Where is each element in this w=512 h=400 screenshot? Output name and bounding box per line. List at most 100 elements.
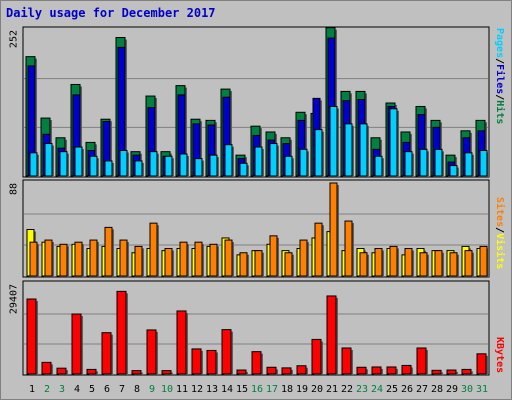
legend-item-: /	[495, 94, 506, 100]
legend-item-sites: Sites	[495, 197, 507, 227]
kbytes-bar-day-31	[476, 353, 487, 375]
x-tick-day-5: 5	[89, 384, 95, 395]
pages-bar-day-16	[254, 146, 263, 177]
kbytes-bar-day-21	[326, 295, 337, 375]
legend-item-pages: Pages	[495, 28, 506, 58]
sites-bar-day-30	[464, 250, 473, 277]
kbytes-bar-day-26	[401, 364, 412, 375]
pages-bar-day-18	[284, 155, 293, 177]
pages-bar-day-5	[89, 155, 98, 177]
pages-bar-day-25	[389, 108, 398, 177]
sites-bar-day-9	[149, 222, 158, 277]
kbytes-bar-day-27	[416, 347, 427, 375]
x-tick-day-9: 9	[149, 384, 155, 395]
sites-bar-day-3	[59, 243, 68, 277]
sites-bar-day-22	[344, 220, 353, 277]
x-tick-day-20: 20	[311, 384, 323, 395]
sites-bar-day-23	[359, 252, 368, 277]
sites-bar-day-18	[284, 252, 293, 277]
kbytes-bar-day-13	[206, 349, 217, 375]
pages-bar-day-31	[479, 150, 488, 177]
x-tick-day-15: 15	[236, 384, 248, 395]
legend-item-: /	[495, 227, 506, 233]
x-tick-day-23: 23	[356, 384, 368, 395]
kbytes-bar-day-18	[281, 367, 292, 375]
sites-bar-day-14	[224, 239, 233, 277]
pages-bar-day-27	[419, 148, 428, 177]
sites-bar-day-17	[269, 235, 278, 277]
x-tick-day-8: 8	[134, 384, 140, 395]
sites-bar-day-13	[209, 243, 218, 277]
pages-bar-day-20	[314, 129, 323, 177]
kbytes-bar-day-6	[101, 332, 112, 375]
pages-bar-day-1	[29, 152, 38, 177]
kbytes-bar-day-20	[311, 338, 322, 375]
pages-bar-day-3	[59, 151, 68, 177]
sites-bar-day-27	[419, 252, 428, 277]
x-tick-day-16: 16	[251, 384, 263, 395]
sites-bar-day-5	[89, 239, 98, 277]
kbytes-bar-day-23	[356, 366, 367, 375]
x-tick-day-31: 31	[476, 384, 488, 395]
top-ymax-label: 252	[9, 30, 20, 48]
sites-bar-day-7	[119, 239, 128, 277]
x-tick-day-29: 29	[446, 384, 458, 395]
x-tick-day-11: 11	[176, 384, 188, 395]
sites-bar-day-10	[164, 248, 173, 277]
sites-bar-day-4	[74, 241, 83, 277]
legend-item-: /	[495, 58, 506, 64]
kbytes-bar-day-24	[371, 366, 382, 375]
sites-bar-day-15	[239, 252, 248, 277]
bottom-ymax-label: 29407	[9, 284, 20, 314]
pages-bar-day-29	[449, 165, 458, 177]
sites-bar-day-2	[44, 239, 53, 277]
x-tick-day-21: 21	[326, 384, 338, 395]
pages-bar-day-6	[104, 160, 113, 177]
x-tick-day-25: 25	[386, 384, 398, 395]
legend-item-files: Files	[495, 64, 507, 94]
x-tick-day-30: 30	[461, 384, 473, 395]
pages-bar-day-9	[149, 151, 158, 177]
x-tick-day-19: 19	[296, 384, 308, 395]
middle-legend: Sites/Visits	[495, 197, 507, 269]
top-legend: Pages/Files/Hits	[495, 28, 507, 124]
pages-bar-day-4	[74, 146, 83, 177]
x-tick-day-7: 7	[119, 384, 125, 395]
kbytes-bar-day-30	[461, 368, 472, 375]
kbytes-bar-day-5	[86, 368, 97, 375]
sites-bar-day-29	[449, 252, 458, 277]
sites-bar-day-28	[434, 250, 443, 277]
pages-bar-day-14	[224, 144, 233, 177]
sites-bar-day-12	[194, 241, 203, 277]
x-tick-day-22: 22	[341, 384, 353, 395]
sites-bar-day-25	[389, 245, 398, 277]
kbytes-bar-day-17	[266, 366, 277, 375]
kbytes-bar-day-7	[116, 290, 127, 375]
pages-bar-day-2	[44, 143, 53, 177]
x-tick-day-6: 6	[104, 384, 110, 395]
legend-item-visits: Visits	[495, 233, 507, 269]
x-tick-day-13: 13	[206, 384, 218, 395]
sites-bar-day-20	[314, 222, 323, 277]
legend-item-hits: Hits	[495, 100, 507, 124]
x-tick-day-14: 14	[221, 384, 233, 395]
kbytes-bar-day-11	[176, 310, 187, 375]
kbytes-bar-day-22	[341, 347, 352, 375]
middle-ymax-label: 88	[9, 183, 20, 195]
pages-bar-day-17	[269, 143, 278, 177]
sites-bar-day-11	[179, 241, 188, 277]
sites-bar-day-24	[374, 248, 383, 277]
x-tick-day-1: 1	[29, 384, 35, 395]
pages-bar-day-28	[434, 148, 443, 177]
pages-bar-day-30	[464, 152, 473, 177]
x-tick-day-26: 26	[401, 384, 413, 395]
kbytes-bar-day-19	[296, 365, 307, 375]
sites-bar-day-16	[254, 250, 263, 277]
sites-bar-day-26	[404, 248, 413, 277]
kbytes-bar-day-12	[191, 348, 202, 375]
pages-bar-day-23	[359, 123, 368, 177]
legend-item-kbytes: KBytes	[495, 337, 506, 373]
x-tick-day-18: 18	[281, 384, 293, 395]
kbytes-bar-day-2	[41, 361, 52, 375]
